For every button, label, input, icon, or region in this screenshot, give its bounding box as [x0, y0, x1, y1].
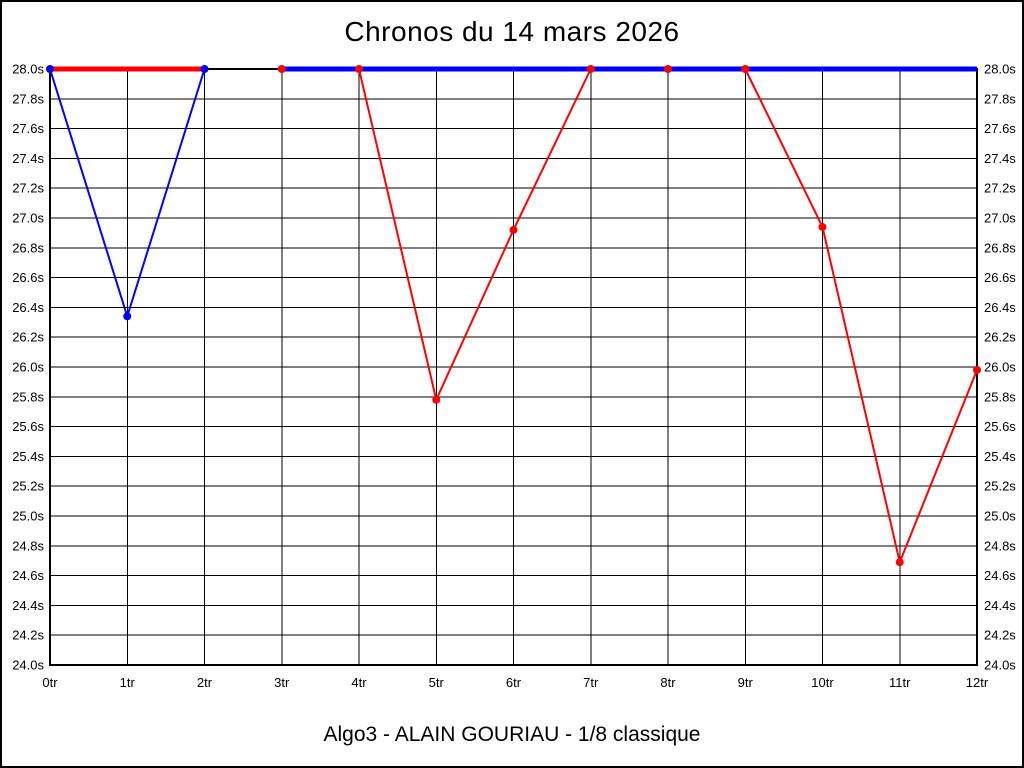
y-tick-label-left: 24.6s	[12, 568, 44, 583]
y-tick-label-right: 24.6s	[984, 568, 1016, 583]
red-lap-times-line	[281, 68, 978, 564]
chart-title: Chronos du 14 mars 2026	[344, 16, 680, 47]
chart-subtitle: Algo3 - ALAIN GOURIAU - 1/8 classique	[323, 723, 701, 746]
x-tick-label: 7tr	[583, 675, 599, 690]
y-tick-label-left: 27.8s	[12, 91, 44, 106]
y-tick-label-left: 24.2s	[12, 628, 44, 643]
y-tick-label-right: 26.8s	[984, 240, 1016, 255]
red-lap-times-point-marker	[818, 222, 827, 231]
y-tick-label-right: 26.6s	[984, 270, 1016, 285]
y-tick-label-right: 24.8s	[984, 538, 1016, 553]
y-tick-label-left: 26.6s	[12, 270, 44, 285]
red-lap-times-point-marker	[355, 65, 363, 73]
y-tick-label-left: 27.0s	[12, 211, 44, 226]
y-tick-label-right: 25.0s	[984, 509, 1016, 524]
y-tick-label-right: 27.8s	[984, 91, 1016, 106]
y-tick-label-right: 25.2s	[984, 479, 1016, 494]
red-lap-times-point-marker	[586, 65, 595, 73]
x-tick-label: 9tr	[738, 675, 754, 690]
y-tick-label-right: 25.8s	[984, 389, 1016, 404]
y-tick-label-left: 25.2s	[12, 479, 44, 494]
red-lap-times-point-marker	[895, 558, 904, 567]
x-tick-label: 5tr	[429, 675, 445, 690]
y-tick-label-right: 26.0s	[984, 360, 1016, 375]
x-tick-label: 10tr	[811, 675, 834, 690]
x-tick-label: 11tr	[889, 675, 911, 690]
x-tick-label: 4tr	[351, 675, 367, 690]
y-tick-label-right: 27.2s	[984, 181, 1016, 196]
y-tick-label-left: 25.4s	[12, 449, 44, 464]
y-tick-label-left: 26.4s	[12, 300, 44, 315]
x-tick-label: 3tr	[274, 675, 290, 690]
blue-lap-times-point-marker	[46, 65, 54, 73]
x-tick-label: 6tr	[506, 675, 522, 690]
red-lap-times-point-marker	[509, 225, 518, 234]
blue-lap-times-point-marker	[123, 312, 132, 321]
y-tick-label-left: 26.0s	[12, 360, 44, 375]
y-tick-label-right: 27.6s	[984, 121, 1016, 136]
y-tick-label-right: 24.2s	[984, 628, 1016, 643]
y-tick-label-left: 24.0s	[12, 658, 44, 673]
blue-lap-times-point-marker	[200, 65, 209, 73]
x-tick-label: 0tr	[42, 675, 58, 690]
y-tick-label-left: 25.0s	[12, 509, 44, 524]
y-tick-label-left: 24.8s	[12, 538, 44, 553]
y-tick-label-left: 27.6s	[12, 121, 44, 136]
y-tick-label-right: 26.4s	[984, 300, 1016, 315]
y-tick-label-right: 28.0s	[984, 62, 1016, 77]
y-tick-label-right: 25.6s	[984, 419, 1016, 434]
y-tick-label-right: 24.4s	[984, 598, 1016, 613]
y-tick-label-left: 26.2s	[12, 330, 44, 345]
red-lap-times-point-marker	[664, 65, 672, 73]
red-lap-times-point-marker	[973, 365, 981, 374]
y-tick-label-right: 26.2s	[984, 330, 1016, 345]
y-tick-label-left: 24.4s	[12, 598, 44, 613]
x-tick-label: 12tr	[966, 675, 989, 690]
x-tick-label: 2tr	[197, 675, 213, 690]
y-tick-label-left: 25.6s	[12, 419, 44, 434]
y-tick-label-left: 26.8s	[12, 240, 44, 255]
y-tick-label-left: 25.8s	[12, 389, 44, 404]
y-tick-label-left: 27.4s	[12, 151, 44, 166]
y-tick-label-right: 25.4s	[984, 449, 1016, 464]
y-tick-label-right: 27.0s	[984, 211, 1016, 226]
red-lap-times-point-marker	[432, 395, 441, 404]
red-lap-times-point-marker	[277, 65, 286, 73]
x-tick-label: 8tr	[660, 675, 676, 690]
red-lap-times-point-marker	[741, 65, 750, 73]
y-tick-label-right: 27.4s	[984, 151, 1016, 166]
y-tick-label-right: 24.0s	[984, 658, 1016, 673]
y-tick-label-left: 28.0s	[12, 62, 44, 77]
y-tick-label-left: 27.2s	[12, 181, 44, 196]
x-tick-label: 1tr	[120, 675, 136, 690]
